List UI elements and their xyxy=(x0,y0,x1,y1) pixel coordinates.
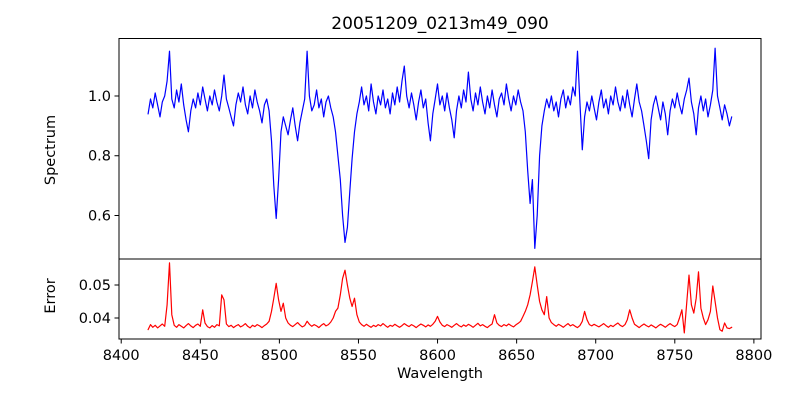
y-tick-label: 1.0 xyxy=(88,89,111,105)
x-tick-label: 8500 xyxy=(261,348,298,364)
x-tick-label: 8800 xyxy=(735,348,772,364)
error-line xyxy=(147,262,733,334)
error-axes-frame xyxy=(118,258,762,340)
spectrum-panel: 0.6 0.8 1.0 Spectrum xyxy=(43,38,762,260)
error-y-axis-label: Error xyxy=(43,278,59,313)
x-tick-label: 8750 xyxy=(656,348,693,364)
x-tick-label: 8700 xyxy=(577,348,614,364)
spectrum-line xyxy=(147,47,733,249)
spectrum-axes-frame xyxy=(118,38,762,260)
error-yticks: 0.04 0.05 xyxy=(79,278,119,327)
y-tick-label: 0.8 xyxy=(88,149,111,165)
chart-title: 20051209_0213m49_090 xyxy=(331,14,548,34)
error-panel: 0.04 0.05 Error xyxy=(43,258,762,340)
x-axis-label: Wavelength xyxy=(397,366,483,382)
x-tick-label: 8450 xyxy=(182,348,219,364)
x-tick-label: 8650 xyxy=(498,348,535,364)
xticks: 8400 8450 8500 8550 8600 8650 8700 8750 8800 xyxy=(103,339,772,364)
y-tick-label: 0.04 xyxy=(79,311,111,327)
spectrum-y-axis-label: Spectrum xyxy=(43,115,59,185)
x-tick-label: 8400 xyxy=(103,348,140,364)
y-tick-label: 0.6 xyxy=(88,208,111,224)
x-tick-label: 8550 xyxy=(340,348,377,364)
y-tick-label: 0.05 xyxy=(79,278,111,294)
x-tick-label: 8600 xyxy=(419,348,456,364)
spectrum-yticks: 0.6 0.8 1.0 xyxy=(88,89,119,224)
